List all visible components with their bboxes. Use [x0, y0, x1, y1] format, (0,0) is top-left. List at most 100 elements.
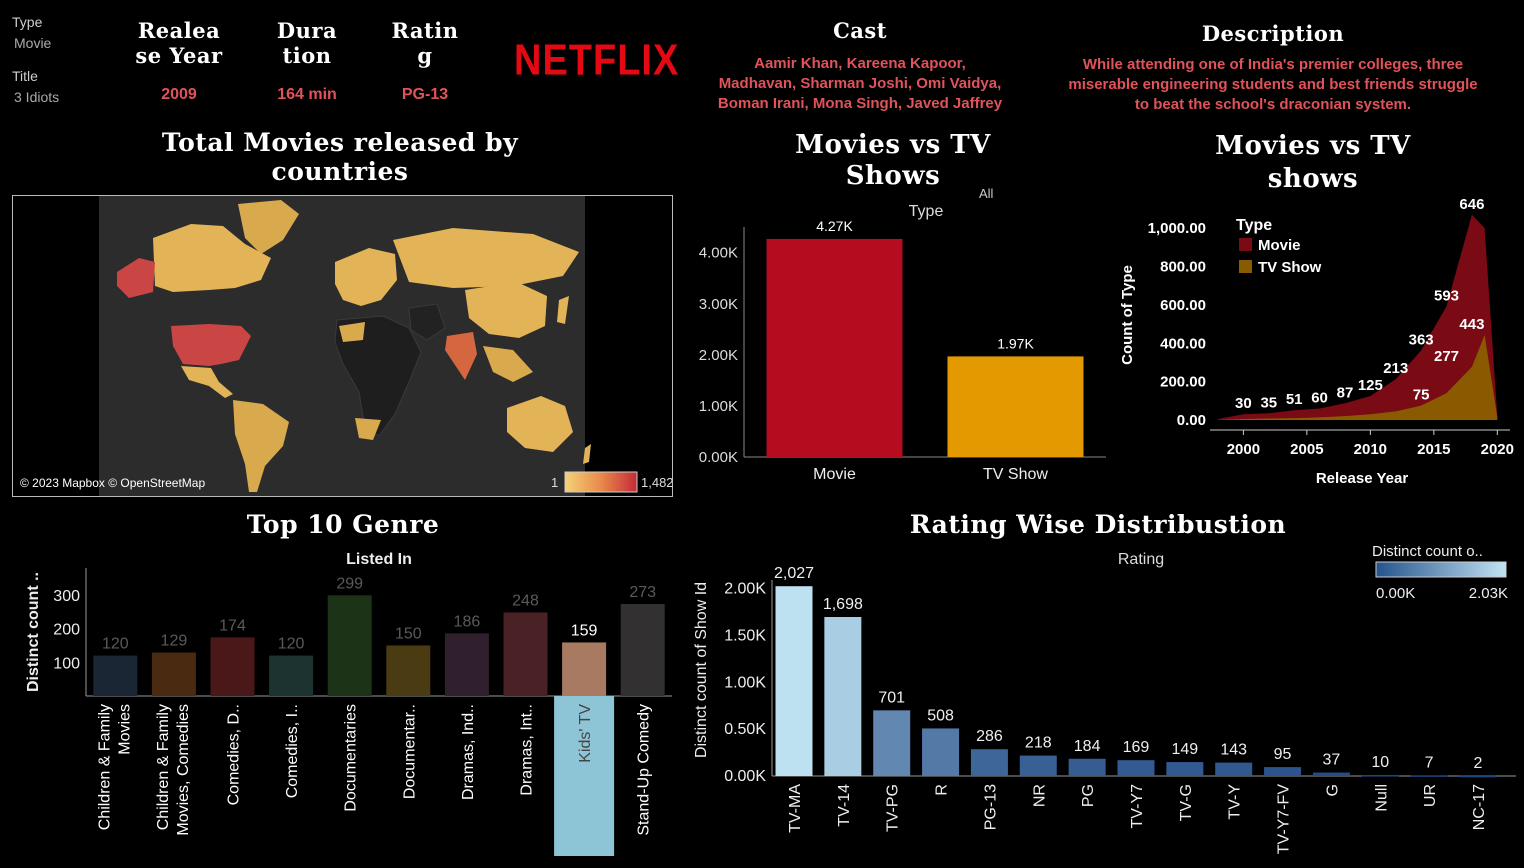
- map-country-new-zealand[interactable]: [583, 444, 591, 464]
- map-region-europe[interactable]: [335, 248, 397, 306]
- genre-x-tick: Documentar..: [401, 704, 418, 799]
- rating-bar[interactable]: [922, 728, 960, 776]
- map-country-mexico[interactable]: [181, 366, 233, 398]
- year-area-movie[interactable]: [1218, 214, 1498, 420]
- genre-bar[interactable]: [93, 655, 138, 696]
- rating-bar[interactable]: [1215, 762, 1253, 776]
- genre-bar[interactable]: [620, 604, 665, 696]
- rating-bar[interactable]: [775, 586, 813, 776]
- rating-x-tick: NR: [1031, 784, 1048, 807]
- rating-bar-label: 508: [927, 707, 954, 724]
- type-y-tick: 0.00K: [699, 449, 738, 466]
- description-value: While attending one of India's premier c…: [1068, 56, 1478, 113]
- rating-bar[interactable]: [1068, 758, 1106, 776]
- year-legend-item: TV Show: [1258, 259, 1322, 276]
- rating-x-tick: NC-17: [1471, 784, 1488, 830]
- year-data-label: 75: [1413, 387, 1430, 404]
- type-x-tick: TV Show: [983, 466, 1048, 483]
- rating-bar[interactable]: [1459, 775, 1497, 778]
- type-bar[interactable]: [947, 356, 1084, 457]
- year-data-label: 125: [1358, 377, 1383, 394]
- genre-bar-label: 120: [278, 636, 305, 653]
- year-data-label: 443: [1459, 316, 1484, 333]
- rating-x-tick: R: [934, 784, 951, 796]
- map-region-middle-east[interactable]: [408, 303, 446, 341]
- rating-y-tick: 1.50K: [724, 628, 766, 645]
- rating-x-tick: TV-Y7: [1129, 784, 1146, 829]
- map-country-usa[interactable]: [171, 324, 251, 366]
- rating-bar-label: 169: [1123, 739, 1150, 756]
- year-x-tick: 2010: [1354, 441, 1387, 458]
- type-y-tick: 3.00K: [699, 296, 738, 313]
- year-y-tick: 800.00: [1160, 259, 1206, 276]
- genre-bar[interactable]: [386, 645, 431, 696]
- rating-bar[interactable]: [1312, 772, 1350, 776]
- rating-legend-min: 0.00K: [1376, 585, 1415, 602]
- duration-value: 164 min: [277, 86, 337, 103]
- map-country-australia[interactable]: [507, 396, 573, 452]
- map-attribution[interactable]: © 2023 Mapbox © OpenStreetMap: [20, 476, 206, 490]
- genre-bar[interactable]: [210, 637, 255, 696]
- genre-bar[interactable]: [151, 652, 196, 696]
- year-data-label: 51: [1286, 391, 1303, 408]
- rating-bar[interactable]: [970, 749, 1008, 776]
- map-country-south-africa[interactable]: [355, 418, 381, 440]
- rating-bar[interactable]: [873, 710, 911, 776]
- duration-header: Dura tion: [276, 18, 338, 68]
- genre-bar[interactable]: [269, 655, 314, 696]
- genre-x-tick: Documentaries: [343, 704, 360, 812]
- genre-x-tick: Movies: [116, 704, 133, 755]
- genre-bar-label: 299: [336, 575, 363, 592]
- genre-bar-label: 248: [512, 592, 539, 609]
- map-country-russia[interactable]: [393, 228, 579, 288]
- map-legend-max: 1,482: [641, 475, 674, 490]
- map-region-southeast-asia[interactable]: [483, 346, 533, 382]
- rating-bar[interactable]: [1264, 767, 1302, 776]
- rating-bar[interactable]: [1019, 755, 1057, 776]
- genre-bar[interactable]: [327, 595, 372, 696]
- type-bar[interactable]: [766, 238, 903, 457]
- year-chart-title: Movies vs TV shows: [1215, 131, 1411, 194]
- genre-bar[interactable]: [503, 612, 548, 696]
- map-country-china[interactable]: [465, 282, 547, 338]
- genre-bar[interactable]: [562, 642, 607, 696]
- type-chart-title: Movies vs TV Shows: [795, 130, 991, 191]
- map-continent-africa[interactable]: [334, 315, 422, 437]
- year-y-tick: 0.00: [1177, 412, 1206, 429]
- year-x-tick: 2020: [1481, 441, 1514, 458]
- rating-bar[interactable]: [1361, 775, 1399, 777]
- rating-x-tick: TV-PG: [885, 784, 902, 832]
- rating-y-tick: 0.00K: [724, 768, 766, 785]
- genre-bar[interactable]: [444, 633, 489, 696]
- map-country-greenland[interactable]: [238, 200, 299, 254]
- map-continent-south-america[interactable]: [233, 400, 289, 492]
- year-legend-title: Type: [1236, 217, 1272, 234]
- rating-legend-max: 2.03K: [1469, 585, 1508, 602]
- map-country-japan[interactable]: [557, 296, 569, 324]
- rating-bar-label: 2: [1474, 755, 1483, 772]
- genre-highlight-band: [554, 696, 615, 856]
- map-country-north-africa[interactable]: [339, 322, 365, 342]
- rating-bar-label: 37: [1323, 752, 1341, 769]
- type-filter[interactable]: All: [979, 186, 994, 201]
- map-country-canada[interactable]: [153, 224, 271, 292]
- rating-y-tick: 2.00K: [724, 581, 766, 598]
- rating-y-tick: 1.00K: [724, 674, 766, 691]
- rating-x-tick: PG: [1080, 784, 1097, 807]
- genre-x-tick: Stand-Up Comedy: [636, 704, 653, 836]
- year-area-chart: 0.00 200.00 400.00 600.00 800.00 1,000.00 2000…: [1119, 196, 1514, 487]
- year-legend-swatch: [1239, 238, 1252, 251]
- year-area-tv[interactable]: [1218, 335, 1498, 420]
- rating-bar-label: 1,698: [823, 596, 863, 613]
- map-country-alaska[interactable]: [117, 258, 155, 298]
- map-country-india[interactable]: [445, 332, 477, 380]
- rating-bar[interactable]: [1410, 775, 1448, 777]
- rating-bar[interactable]: [1166, 762, 1204, 776]
- rating-bar[interactable]: [1117, 760, 1155, 776]
- genre-bar-label: 129: [161, 633, 188, 650]
- world-map[interactable]: © 2023 Mapbox © OpenStreetMap: [12, 195, 673, 497]
- genre-y-axis-title: Distinct count ..: [25, 572, 42, 692]
- rating-bar[interactable]: [824, 617, 862, 776]
- year-data-label: 35: [1260, 394, 1277, 411]
- genre-x-tick: Children & Family: [155, 704, 172, 830]
